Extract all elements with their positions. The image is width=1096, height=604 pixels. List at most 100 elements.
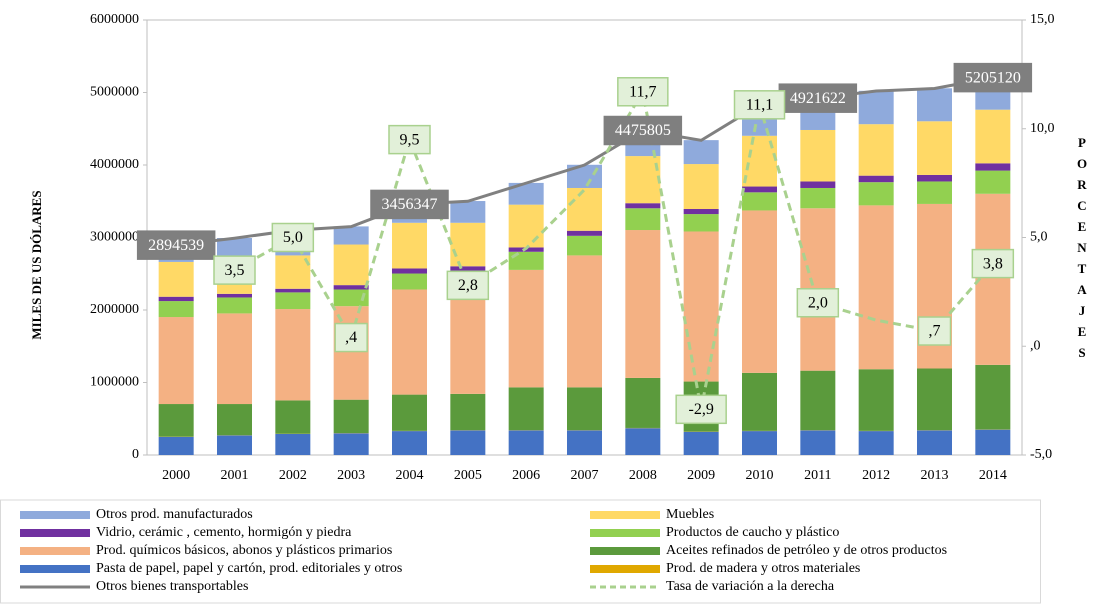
legend-swatch [20, 565, 90, 573]
y-tick-label: 5000000 [90, 85, 139, 100]
bar-segment [508, 204, 544, 248]
data-label-box [675, 394, 727, 425]
data-label: 5,0 [283, 229, 303, 246]
bar-segment [567, 255, 602, 388]
bar-segment [800, 370, 836, 431]
bar-segment [275, 400, 311, 434]
bar-segment [275, 433, 311, 455]
legend-label: Tasa de variación a la derecha [666, 579, 835, 594]
bar-segment [800, 187, 836, 209]
x-tick-label: 2014 [979, 468, 1007, 483]
bar-segment [917, 368, 952, 431]
bar-segment [158, 436, 194, 455]
legend-label: Aceites refinados de petróleo y de otros… [666, 543, 947, 558]
bar-segment [858, 175, 894, 183]
bar-segment [508, 269, 544, 388]
data-label: 4921622 [790, 90, 846, 107]
data-label: 5205120 [965, 69, 1021, 86]
bar-segment [917, 181, 952, 204]
x-tick-label: 2011 [804, 468, 831, 483]
legend-swatch [590, 529, 660, 537]
bar-segment [275, 288, 311, 293]
legend-label: Otros bienes transportables [96, 579, 248, 594]
data-label-box [796, 288, 840, 318]
bar-segment [158, 317, 194, 405]
bar-segment [858, 205, 894, 370]
data-label-box [617, 77, 669, 107]
bar-segment [625, 377, 661, 428]
bar-segment [450, 266, 486, 271]
data-label: 2,0 [808, 294, 828, 311]
bar-segment [275, 255, 311, 289]
data-label-box [446, 270, 490, 301]
data-label-box [953, 62, 1033, 93]
bar-segment [450, 222, 486, 267]
data-label: ,7 [929, 323, 941, 340]
data-label: 3,8 [983, 255, 1003, 272]
x-tick-label: 2012 [862, 468, 890, 483]
bar-segment [625, 208, 661, 231]
y-tick-label: 4000000 [90, 157, 139, 172]
bar-segment [217, 297, 252, 314]
legend-swatch [590, 565, 660, 573]
bar-segment [217, 404, 252, 436]
bar-segment [333, 399, 369, 434]
bar-segment [392, 222, 427, 269]
data-label: 11,7 [629, 83, 656, 100]
data-label: -2,9 [689, 401, 714, 418]
legend-swatch [590, 511, 660, 519]
bar-segment [567, 187, 602, 231]
bar-segment [217, 435, 252, 455]
bar-segment [858, 124, 894, 176]
legend-swatch [20, 547, 90, 555]
bar-segment [625, 203, 661, 209]
data-label-box [271, 222, 315, 253]
bar-segment [975, 364, 1011, 430]
bar-segment [683, 231, 719, 382]
bar-segment [450, 288, 486, 394]
bar-segment [450, 430, 486, 455]
bar-segment [683, 431, 719, 455]
bar-segment [217, 293, 252, 298]
bar-segment [917, 174, 952, 182]
x-tick-label: 2000 [162, 468, 190, 483]
legend-swatch [20, 529, 90, 537]
bar-segment [508, 182, 544, 205]
legend-label: Vidrio, cerámic , cemento, hormigón y pi… [96, 525, 352, 540]
data-label-box [971, 248, 1015, 279]
data-label-box [917, 316, 952, 346]
bar-segment [392, 273, 427, 290]
bar-segment [975, 109, 1011, 164]
y2-tick-label: -5,0 [1030, 447, 1052, 462]
bar-segment [742, 186, 777, 193]
bar-segment [567, 387, 602, 431]
x-tick-label: 2009 [687, 468, 715, 483]
legend-label: Otros prod. manufacturados [96, 507, 253, 522]
bar-segment [567, 430, 602, 455]
data-label-box [388, 124, 431, 155]
bar-segment [158, 296, 194, 302]
bar-segment [625, 156, 661, 204]
x-tick-label: 2004 [396, 468, 424, 483]
legend-label: Pasta de papel, papel y cartón, prod. ed… [96, 561, 402, 576]
bar-segment [800, 181, 836, 188]
bar-segment [742, 192, 777, 211]
legend-label: Productos de caucho y plástico [666, 525, 839, 540]
y-tick-label: 6000000 [90, 12, 139, 27]
y2-tick-label: ,0 [1030, 338, 1041, 353]
bar-segment [975, 170, 1011, 194]
y-tick-label: 3000000 [90, 230, 139, 245]
bar-segment [567, 230, 602, 236]
x-tick-label: 2008 [629, 468, 657, 483]
y2-tick-label: 15,0 [1030, 12, 1055, 27]
bar-segment [158, 261, 194, 297]
data-label: 2,8 [458, 277, 478, 294]
bar-segment [683, 140, 719, 165]
x-tick-label: 2013 [921, 468, 949, 483]
bar-segment [508, 387, 544, 431]
bar-segment [683, 209, 719, 215]
x-tick-label: 2002 [279, 468, 307, 483]
bar-segment [567, 235, 602, 256]
x-tick-label: 2007 [571, 468, 599, 483]
